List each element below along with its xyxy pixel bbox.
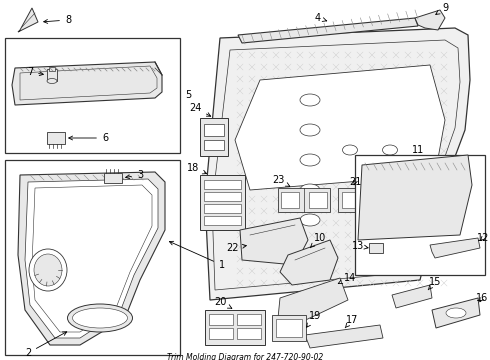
Polygon shape bbox=[235, 65, 445, 190]
Bar bbox=[205, 310, 265, 345]
Text: 5: 5 bbox=[185, 90, 191, 100]
Text: 15: 15 bbox=[428, 277, 441, 290]
Text: 14: 14 bbox=[338, 273, 356, 284]
Bar bbox=[49, 67, 55, 71]
Ellipse shape bbox=[300, 154, 320, 166]
Ellipse shape bbox=[300, 214, 320, 226]
Text: 9: 9 bbox=[436, 3, 448, 14]
Bar bbox=[342, 192, 364, 208]
Text: 2: 2 bbox=[25, 332, 67, 358]
Bar bbox=[278, 188, 330, 212]
Text: 24: 24 bbox=[189, 103, 211, 116]
Bar bbox=[204, 204, 241, 213]
Text: 1: 1 bbox=[170, 241, 225, 270]
Polygon shape bbox=[358, 155, 472, 240]
Bar bbox=[200, 175, 245, 230]
Ellipse shape bbox=[34, 254, 62, 286]
Bar bbox=[47, 69, 57, 81]
Polygon shape bbox=[12, 62, 162, 105]
Bar bbox=[237, 328, 261, 339]
Ellipse shape bbox=[68, 304, 132, 332]
Polygon shape bbox=[430, 238, 480, 258]
Text: 21: 21 bbox=[349, 177, 361, 187]
Bar bbox=[309, 192, 327, 208]
Polygon shape bbox=[415, 10, 445, 30]
Ellipse shape bbox=[47, 78, 57, 84]
Bar bbox=[204, 124, 224, 136]
Ellipse shape bbox=[73, 308, 127, 328]
Polygon shape bbox=[278, 278, 348, 325]
Bar bbox=[355, 155, 485, 275]
Text: 12: 12 bbox=[477, 233, 489, 243]
Text: 3: 3 bbox=[125, 170, 143, 180]
Text: 23: 23 bbox=[272, 175, 290, 186]
Polygon shape bbox=[205, 28, 470, 300]
Bar bbox=[338, 188, 368, 212]
Bar bbox=[47, 132, 65, 144]
Ellipse shape bbox=[446, 308, 466, 318]
Bar bbox=[5, 160, 180, 355]
Text: 10: 10 bbox=[310, 233, 326, 248]
Bar bbox=[204, 216, 241, 225]
Text: 4: 4 bbox=[315, 13, 327, 23]
Bar bbox=[204, 180, 241, 189]
Polygon shape bbox=[432, 298, 480, 328]
Polygon shape bbox=[238, 18, 418, 43]
Text: 11: 11 bbox=[412, 145, 424, 155]
Bar bbox=[204, 192, 241, 201]
Bar bbox=[276, 319, 302, 337]
Text: 7: 7 bbox=[27, 67, 43, 77]
Ellipse shape bbox=[343, 145, 358, 155]
Polygon shape bbox=[25, 179, 158, 338]
Ellipse shape bbox=[383, 145, 397, 155]
Text: 17: 17 bbox=[345, 315, 358, 328]
Polygon shape bbox=[305, 325, 383, 348]
Bar bbox=[369, 243, 383, 253]
Polygon shape bbox=[18, 8, 38, 32]
Text: 22: 22 bbox=[226, 243, 246, 253]
Text: 19: 19 bbox=[307, 311, 321, 327]
Ellipse shape bbox=[300, 184, 320, 196]
Text: 13: 13 bbox=[352, 241, 368, 251]
Text: 20: 20 bbox=[214, 297, 232, 308]
Bar bbox=[204, 140, 224, 150]
Bar bbox=[237, 314, 261, 325]
Text: 8: 8 bbox=[44, 15, 71, 25]
Bar bbox=[200, 118, 228, 156]
Bar bbox=[281, 192, 299, 208]
Bar bbox=[209, 314, 233, 325]
Bar bbox=[209, 328, 233, 339]
Text: Trim Molding Diagram for 247-720-90-02: Trim Molding Diagram for 247-720-90-02 bbox=[167, 354, 323, 360]
Ellipse shape bbox=[300, 124, 320, 136]
Bar bbox=[104, 173, 122, 183]
Ellipse shape bbox=[300, 94, 320, 106]
Bar bbox=[5, 38, 180, 153]
Bar bbox=[272, 315, 306, 341]
Text: 16: 16 bbox=[476, 293, 488, 303]
Ellipse shape bbox=[29, 249, 67, 291]
Text: 6: 6 bbox=[69, 133, 108, 143]
Polygon shape bbox=[392, 285, 432, 308]
Polygon shape bbox=[18, 172, 165, 345]
Polygon shape bbox=[240, 218, 308, 265]
Polygon shape bbox=[280, 240, 338, 285]
Text: 18: 18 bbox=[187, 163, 207, 174]
